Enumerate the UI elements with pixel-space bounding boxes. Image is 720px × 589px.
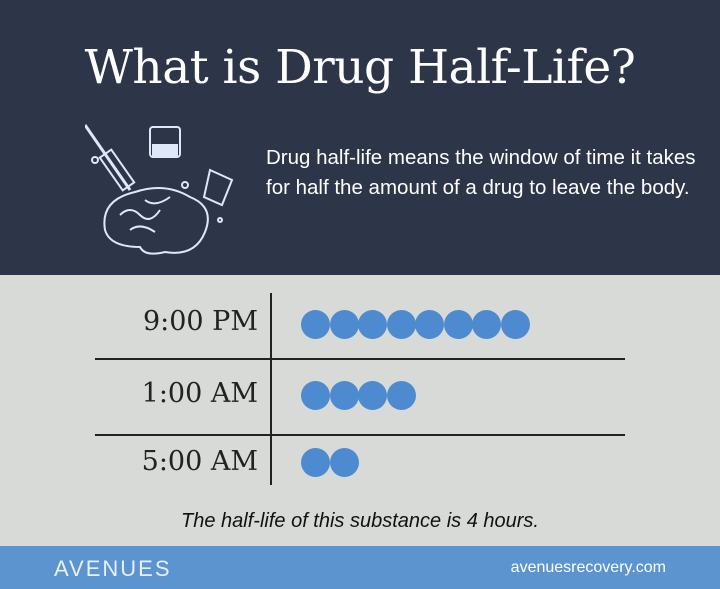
- dose-dot: [386, 310, 416, 339]
- row-divider: [95, 434, 625, 436]
- dose-dot: [500, 310, 530, 339]
- row-divider: [95, 358, 625, 360]
- column-divider: [270, 293, 272, 485]
- avenues-logo: AVENUES: [54, 556, 172, 581]
- page-title: What is Drug Half-Life?: [84, 40, 636, 95]
- dose-dot: [472, 310, 501, 339]
- dose-dot: [329, 448, 359, 477]
- dose-dot: [358, 310, 387, 339]
- caption: The half-life of this substance is 4 hou…: [181, 510, 539, 532]
- footer: AVENUES avenuesrecovery.com: [0, 546, 720, 589]
- time-label: 5:00 AM: [141, 446, 258, 477]
- dose-dot: [329, 310, 359, 339]
- dose-dot: [301, 310, 330, 339]
- dose-dot: [358, 381, 387, 410]
- dose-dot: [386, 381, 416, 410]
- time-label: 9:00 PM: [142, 306, 258, 337]
- description: Drug half-life means the window of time …: [266, 146, 696, 199]
- dose-dot: [443, 310, 473, 339]
- dose-dot: [329, 381, 359, 410]
- time-label: 1:00 AM: [141, 378, 258, 409]
- dose-dot: [301, 381, 330, 410]
- website-link[interactable]: avenuesrecovery.com: [510, 559, 666, 576]
- header-panel: What is Drug Half-Life? Drug half-life m…: [0, 0, 720, 275]
- dose-dot: [301, 448, 330, 477]
- dose-dot: [415, 310, 444, 339]
- brain-drugs-illustration-icon: [85, 124, 234, 255]
